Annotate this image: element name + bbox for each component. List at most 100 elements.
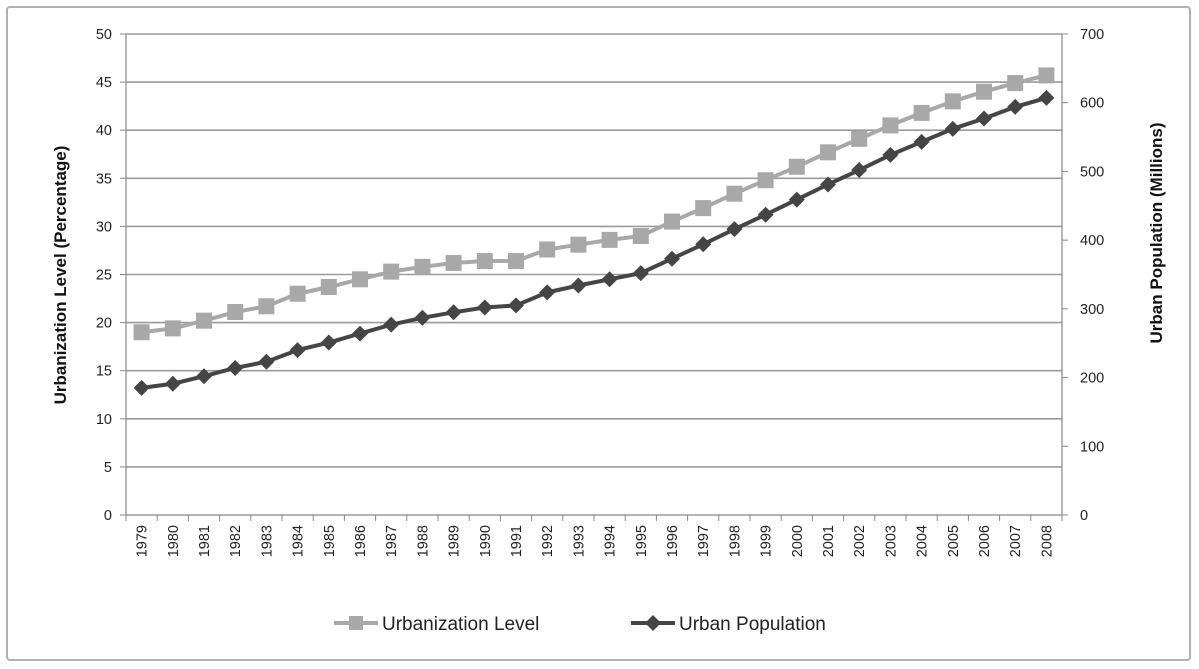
series-layer — [133, 67, 1055, 396]
data-point-urbanization-level — [820, 144, 836, 161]
data-point-urban-population — [133, 379, 150, 396]
x-tick-label: 2001 — [821, 525, 837, 557]
data-point-urbanization-level — [445, 254, 462, 271]
x-tick-label: 1994 — [603, 525, 619, 557]
data-point-urbanization-level — [976, 83, 992, 100]
legend-label-urbanization-level: Urbanization Level — [382, 614, 539, 635]
x-tick-label: 1979 — [135, 525, 151, 557]
data-point-urban-population — [445, 304, 462, 321]
data-point-urban-population — [570, 277, 587, 294]
data-point-urban-population — [539, 284, 556, 301]
y-tick-label-right: 0 — [1080, 508, 1088, 524]
x-tick-label: 2002 — [852, 525, 868, 557]
data-point-urbanization-level — [476, 253, 493, 270]
y-tick-label-left: 5 — [104, 460, 112, 476]
legend-marker-square — [349, 616, 363, 630]
x-tick-label: 2008 — [1039, 525, 1055, 557]
data-point-urban-population — [258, 353, 275, 370]
y-tick-label-left: 25 — [96, 268, 112, 284]
y-tick-label-left: 45 — [96, 75, 112, 91]
data-point-urban-population — [851, 162, 868, 179]
x-tick-label: 2006 — [977, 525, 993, 557]
data-point-urbanization-level — [913, 104, 930, 121]
y-tick-label-right: 300 — [1080, 302, 1104, 318]
data-point-urban-population — [289, 342, 306, 359]
data-point-urbanization-level — [227, 304, 244, 321]
legend: Urbanization Level Urban Population — [334, 614, 826, 635]
data-point-urban-population — [820, 176, 836, 193]
data-point-urbanization-level — [757, 172, 774, 189]
data-point-urbanization-level — [632, 228, 649, 245]
y-tick-label-right: 500 — [1080, 164, 1104, 180]
x-tick-label: 2003 — [883, 525, 899, 557]
data-point-urban-population — [632, 265, 649, 282]
x-tick-label: 1992 — [540, 525, 556, 557]
x-tick-label: 1991 — [509, 525, 525, 557]
x-tick-label: 1995 — [634, 525, 650, 557]
legend-marker-diamond — [645, 615, 661, 631]
data-point-urbanization-level — [320, 279, 337, 296]
data-point-urban-population — [788, 191, 805, 208]
x-tick-label: 1986 — [353, 525, 369, 557]
data-point-urban-population — [882, 146, 899, 163]
data-point-urban-population — [164, 375, 181, 392]
data-point-urbanization-level — [695, 200, 712, 217]
data-point-urbanization-level — [1007, 75, 1024, 92]
data-point-urban-population — [944, 120, 961, 137]
x-tick-label: 1999 — [759, 525, 775, 557]
data-point-urbanization-level — [539, 241, 556, 258]
x-tick-label: 1997 — [696, 525, 712, 557]
y-axis-right-title: Urban Population (Millions) — [1147, 123, 1166, 344]
data-point-urban-population — [1007, 98, 1024, 115]
data-point-urban-population — [352, 325, 368, 342]
data-point-urbanization-level — [851, 130, 868, 147]
x-tick-label: 1985 — [322, 525, 338, 557]
x-axis-ticks: 1979 1980 1981 1982 1983 1984 1985 1986 1987 1988… — [125, 515, 1063, 557]
data-point-urban-population — [1038, 89, 1055, 106]
y-axis-right-ticks: 0 100 200 300 400 500 600 700 — [1062, 27, 1104, 524]
y-tick-label-left: 10 — [96, 412, 112, 428]
data-point-urbanization-level — [944, 93, 961, 110]
x-tick-label: 1984 — [291, 525, 307, 557]
data-point-urbanization-level — [258, 298, 275, 315]
data-point-urbanization-level — [414, 258, 431, 275]
y-axis-left-title: Urbanization Level (Percentage) — [51, 146, 70, 405]
data-point-urbanization-level — [164, 320, 181, 337]
legend-item-urbanization-level: Urbanization Level — [334, 614, 539, 635]
data-point-urban-population — [320, 334, 337, 351]
data-point-urbanization-level — [882, 117, 899, 134]
series-line-urbanization-level — [141, 73, 1047, 335]
data-point-urbanization-level — [508, 253, 524, 270]
data-point-urbanization-level — [570, 236, 587, 253]
data-point-urbanization-level — [133, 324, 150, 341]
data-point-urban-population — [476, 299, 493, 316]
y-tick-label-right: 100 — [1080, 439, 1104, 455]
data-point-urbanization-level — [1038, 67, 1055, 84]
x-tick-label: 1990 — [478, 525, 494, 557]
legend-label-urban-population: Urban Population — [679, 614, 826, 635]
x-tick-label: 1982 — [228, 525, 244, 557]
gridlines — [126, 33, 1062, 468]
x-tick-label: 1988 — [415, 525, 431, 557]
x-tick-label: 1998 — [727, 525, 743, 557]
data-point-urban-population — [695, 236, 712, 253]
y-tick-label-left: 30 — [96, 219, 112, 235]
y-tick-label-left: 0 — [104, 508, 112, 524]
y-tick-label-right: 600 — [1080, 96, 1104, 112]
data-point-urbanization-level — [289, 285, 306, 302]
legend-item-urban-population: Urban Population — [631, 614, 826, 635]
x-tick-label: 2005 — [946, 525, 962, 557]
data-point-urban-population — [196, 368, 212, 385]
x-tick-label: 2004 — [915, 525, 931, 557]
data-point-urban-population — [664, 250, 680, 267]
y-tick-label-left: 15 — [96, 364, 112, 380]
data-point-urban-population — [414, 309, 431, 326]
x-tick-label: 1981 — [197, 525, 213, 557]
data-point-urban-population — [757, 206, 774, 223]
data-point-urban-population — [508, 297, 524, 314]
data-point-urbanization-level — [601, 231, 618, 248]
data-point-urban-population — [383, 316, 400, 333]
x-tick-label: 1987 — [384, 525, 400, 557]
data-point-urban-population — [601, 271, 618, 288]
x-tick-label: 1989 — [447, 525, 463, 557]
